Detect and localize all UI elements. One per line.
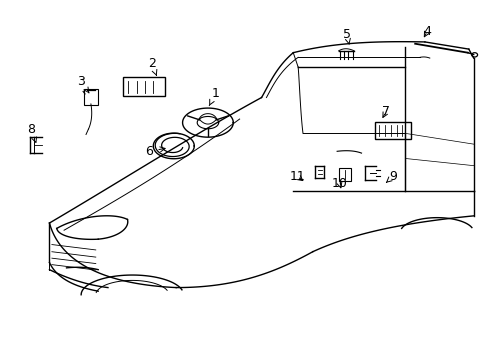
Text: 3: 3: [77, 75, 89, 93]
Text: 9: 9: [386, 170, 396, 183]
Text: 2: 2: [147, 57, 157, 76]
Text: 6: 6: [145, 145, 165, 158]
Text: 1: 1: [209, 87, 219, 106]
Text: 7: 7: [381, 105, 389, 118]
Text: 8: 8: [27, 123, 37, 143]
Text: 10: 10: [331, 177, 347, 190]
Text: 5: 5: [342, 28, 350, 44]
Text: 4: 4: [423, 25, 430, 38]
Text: 11: 11: [289, 170, 305, 183]
